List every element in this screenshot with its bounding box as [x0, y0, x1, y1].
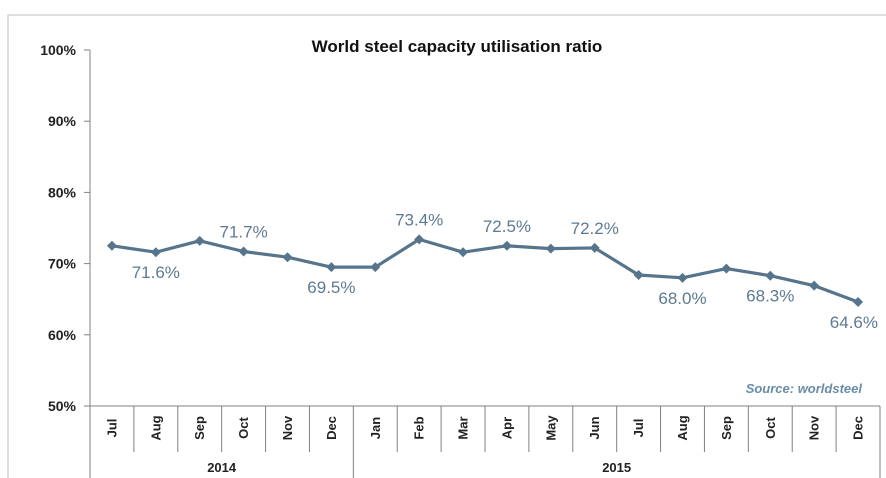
- x-tick-label: Dec: [324, 416, 339, 440]
- x-tick-label: Dec: [851, 416, 866, 440]
- x-tick-label: Sep: [719, 416, 734, 440]
- y-tick-label: 80%: [48, 184, 77, 200]
- data-label: 71.6%: [132, 263, 180, 282]
- data-point: [765, 270, 776, 281]
- data-point: [370, 262, 381, 273]
- data-point: [238, 246, 249, 257]
- x-axis: Jul Aug Sep Oct Nov Dec Jan Feb Mar Apr May Jun Jul A…: [89, 405, 881, 478]
- data-label: 69.5%: [307, 278, 355, 297]
- x-tick-label: Feb: [412, 416, 427, 439]
- x-tick-label: Nov: [807, 415, 822, 440]
- x-tick-label: Jul: [631, 419, 646, 438]
- y-tick-label: 100%: [40, 42, 76, 58]
- data-point: [414, 234, 425, 245]
- x-tick-label: Nov: [280, 415, 295, 440]
- y-tick-label: 50%: [48, 398, 77, 414]
- x-tick-label: Aug: [148, 415, 163, 440]
- data-point: [853, 297, 864, 308]
- data-labels: 71.6% 71.7% 69.5% 73.4% 72.5% 72.2% 68.0% 68.3%…: [132, 210, 878, 332]
- data-label: 68.0%: [658, 289, 706, 308]
- data-point: [106, 240, 117, 251]
- x-tick-label: Jul: [104, 419, 119, 438]
- data-point: [721, 263, 732, 274]
- source-note: Source: worldsteel: [746, 381, 863, 396]
- x-tick-label: Apr: [499, 417, 514, 439]
- series-line: [111, 237, 859, 304]
- y-tick-label: 70%: [48, 256, 77, 272]
- data-point: [282, 252, 293, 263]
- data-label: 72.2%: [571, 219, 619, 238]
- y-tick-label: 60%: [48, 327, 77, 343]
- data-point: [326, 262, 337, 273]
- data-point: [458, 247, 469, 258]
- y-tick-label: 90%: [48, 113, 77, 129]
- x-tick-label: Aug: [675, 415, 690, 440]
- y-axis: 50% 60% 70% 80% 90% 100%: [40, 42, 91, 414]
- x-tick-label: Jun: [587, 416, 602, 439]
- year-label: 2014: [207, 460, 237, 475]
- x-tick-label: May: [543, 415, 558, 441]
- x-tick-label: Sep: [192, 416, 207, 440]
- x-tick-label: Oct: [236, 416, 251, 438]
- data-point: [194, 235, 205, 246]
- data-point: [150, 247, 161, 258]
- data-series: [106, 234, 864, 308]
- data-point: [545, 243, 556, 254]
- data-label: 73.4%: [395, 210, 443, 229]
- data-label: 72.5%: [483, 217, 531, 236]
- x-tick-label: Jan: [368, 417, 383, 439]
- data-point: [677, 272, 688, 283]
- chart-title: World steel capacity utilisation ratio: [312, 37, 603, 56]
- data-point: [809, 280, 820, 291]
- data-label: 68.3%: [746, 287, 794, 306]
- data-point: [501, 240, 512, 251]
- x-tick-label: Oct: [763, 416, 778, 438]
- x-tick-label: Mar: [456, 416, 471, 439]
- data-point: [633, 269, 644, 280]
- data-label: 64.6%: [830, 313, 878, 332]
- year-label: 2015: [602, 460, 631, 475]
- data-label: 71.7%: [220, 222, 268, 241]
- data-point: [589, 242, 600, 253]
